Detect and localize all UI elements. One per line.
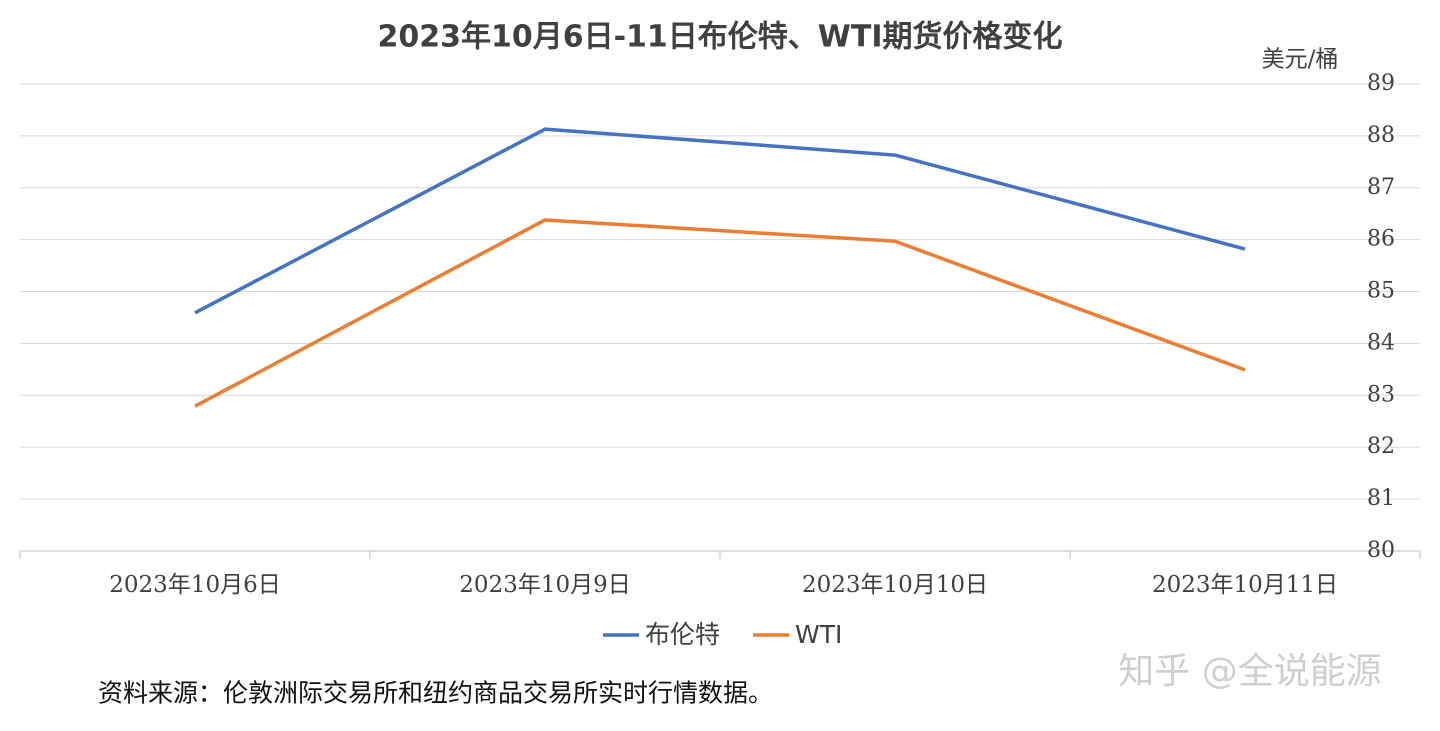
y-tick-label: 82: [1367, 434, 1395, 459]
y-tick-label: 86: [1367, 227, 1395, 252]
y-tick-label: 83: [1367, 382, 1395, 407]
y-tick-label: 87: [1367, 175, 1395, 200]
line-series: [194, 127, 1246, 315]
line-series: [194, 218, 1246, 408]
y-tick-label: 84: [1367, 330, 1395, 355]
x-tick-label: 2023年10月9日: [459, 572, 630, 598]
legend-label: 布伦特: [645, 620, 720, 649]
x-tick-label: 2023年10月10日: [802, 572, 988, 598]
y-axis-label: 美元/桶: [1262, 47, 1339, 73]
y-tick-label: 85: [1367, 279, 1395, 304]
y-tick-label: 81: [1367, 486, 1395, 511]
legend-label: WTI: [795, 620, 842, 649]
y-tick-label: 80: [1367, 538, 1395, 563]
x-tick-label: 2023年10月11日: [1152, 572, 1338, 598]
source-note: 资料来源：伦敦洲际交易所和纽约商品交易所实时行情数据。: [98, 679, 773, 708]
watermark: 知乎 @全说能源: [1118, 651, 1381, 692]
chart-title: 2023年10月6日-11日布伦特、WTI期货价格变化: [377, 20, 1062, 55]
y-tick-label: 88: [1367, 123, 1395, 148]
x-tick-label: 2023年10月6日: [109, 572, 280, 598]
y-tick-label: 89: [1367, 71, 1395, 96]
